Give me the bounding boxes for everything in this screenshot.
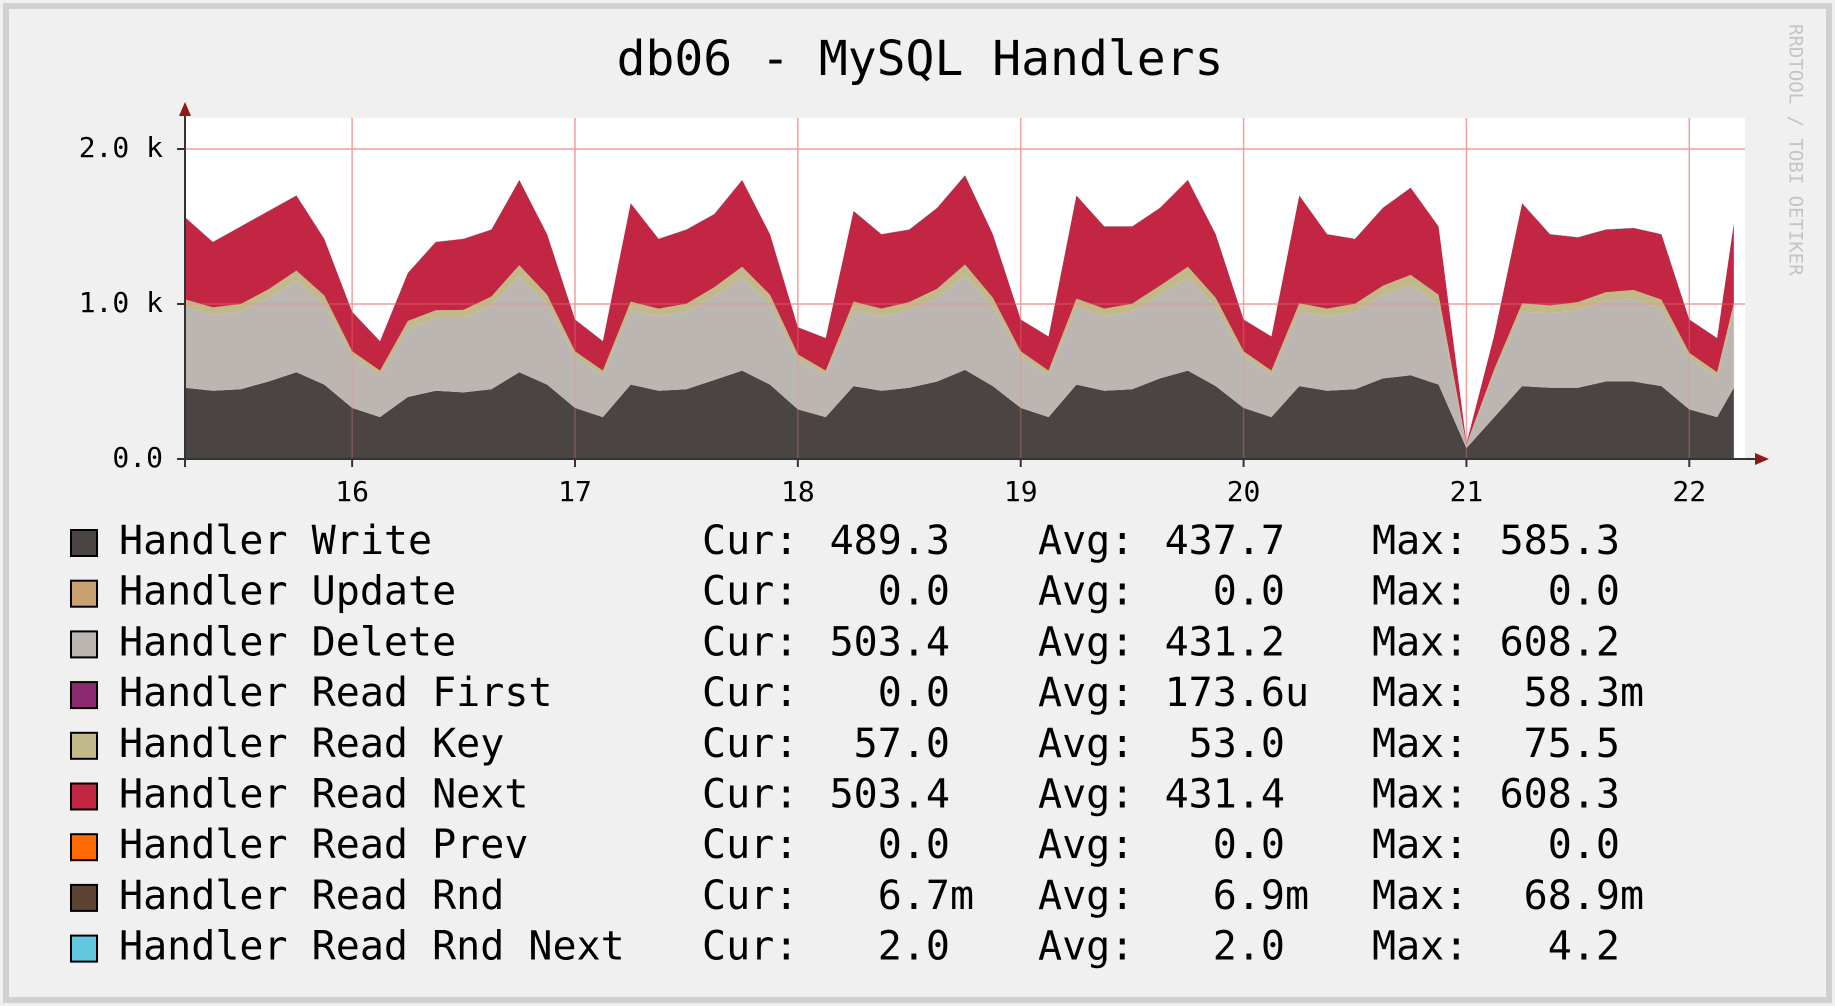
- legend-stat-name: Avg:: [1038, 873, 1134, 919]
- legend-stat-name: Cur:: [702, 822, 798, 868]
- legend-stat-name: Avg:: [1038, 924, 1134, 970]
- watermark: RRDTOOL / TOBI OETIKER: [1785, 24, 1807, 276]
- legend-stat-value: 503.4: [830, 619, 950, 665]
- legend-stat-value: 608.3: [1500, 772, 1620, 818]
- legend-swatch: [70, 529, 98, 557]
- x-tick-label: 21: [1450, 475, 1484, 508]
- y-tick-label: 0.0: [112, 441, 163, 474]
- legend-stat-value: 53.0: [1189, 721, 1285, 767]
- legend-stat-value: 0.0: [878, 569, 950, 615]
- legend-stat-name: Avg:: [1038, 619, 1134, 665]
- legend-swatch: [70, 630, 98, 659]
- legend-stat-value: 58.3m: [1524, 670, 1644, 716]
- legend-label: Handler Read Rnd Next: [119, 924, 625, 970]
- legend-stat-name: Cur:: [702, 619, 798, 665]
- x-tick-label: 20: [1227, 475, 1261, 508]
- legend-stat-value: 2.0: [878, 924, 950, 970]
- legend-label: Handler Read First: [119, 670, 552, 716]
- legend-stat-name: Max:: [1372, 518, 1468, 564]
- x-axis-arrow: [1755, 453, 1769, 465]
- legend-label: Handler Read Rnd: [119, 873, 504, 919]
- y-tick-label: 1.0 k: [79, 286, 163, 319]
- legend-stat-name: Max:: [1372, 873, 1468, 919]
- legend-stat-name: Cur:: [702, 518, 798, 564]
- x-tick-label: 16: [335, 475, 369, 508]
- legend-swatch: [70, 883, 98, 912]
- legend-stat-name: Avg:: [1038, 822, 1134, 868]
- x-tick-label: 17: [558, 475, 592, 508]
- legend-stat-value: 0.0: [878, 670, 950, 716]
- legend-stat-value: 57.0: [854, 721, 950, 767]
- legend-stat-value: 0.0: [1548, 569, 1620, 615]
- y-tick-label: 2.0 k: [79, 131, 163, 164]
- legend-stat-name: Cur:: [702, 924, 798, 970]
- legend-stat-name: Max:: [1372, 924, 1468, 970]
- legend-stat-name: Cur:: [702, 721, 798, 767]
- legend-stat-name: Cur:: [702, 569, 798, 615]
- legend-stat-value: 0.0: [1213, 569, 1285, 615]
- legend-stat-name: Max:: [1372, 569, 1468, 615]
- legend-stat-value: 489.3: [830, 518, 950, 564]
- legend-stat-name: Max:: [1372, 619, 1468, 665]
- legend-stat-value: 4.2: [1548, 924, 1620, 970]
- area: [185, 275, 1734, 449]
- area: [185, 175, 1734, 445]
- legend-swatch: [70, 782, 98, 811]
- legend-stat-name: Avg:: [1038, 772, 1134, 818]
- legend-stat-name: Cur:: [702, 873, 798, 919]
- legend-stat-value: 431.4: [1165, 772, 1285, 818]
- legend-stat-name: Cur:: [702, 772, 798, 818]
- legend-swatch: [70, 681, 98, 710]
- legend-label: Handler Write: [119, 518, 432, 564]
- legend-stat-value: 6.9m: [1213, 873, 1309, 919]
- legend-label: Handler Read Prev: [119, 822, 528, 868]
- legend-stat-name: Max:: [1372, 772, 1468, 818]
- legend-swatch: [70, 934, 98, 963]
- legend-stat-value: 6.7m: [878, 873, 974, 919]
- legend-stat-value: 2.0: [1213, 924, 1285, 970]
- area: [185, 264, 1734, 446]
- legend-label: Handler Read Key: [119, 721, 504, 767]
- legend-stat-name: Max:: [1372, 670, 1468, 716]
- legend-label: Handler Update: [119, 569, 456, 615]
- legend-stat-value: 75.5: [1524, 721, 1620, 767]
- legend-stat-name: Avg:: [1038, 721, 1134, 767]
- legend-stat-name: Cur:: [702, 670, 798, 716]
- legend-stat-value: 431.2: [1165, 619, 1285, 665]
- legend-stat-name: Avg:: [1038, 670, 1134, 716]
- legend-stat-value: 608.2: [1500, 619, 1620, 665]
- chart-title: db06 - MySQL Handlers: [617, 31, 1224, 87]
- legend-stat-value: 0.0: [1213, 822, 1285, 868]
- x-tick-label: 22: [1672, 475, 1706, 508]
- legend-swatch: [70, 579, 98, 608]
- legend-stat-name: Avg:: [1038, 518, 1134, 564]
- legend-label: Handler Delete: [119, 619, 456, 665]
- area: [185, 369, 1734, 459]
- legend-stat-name: Max:: [1372, 822, 1468, 868]
- legend-label: Handler Read Next: [119, 772, 528, 818]
- x-tick-label: 19: [1004, 475, 1038, 508]
- legend-stat-name: Avg:: [1038, 569, 1134, 615]
- legend-stat-value: 68.9m: [1524, 873, 1644, 919]
- legend-stat-name: Max:: [1372, 721, 1468, 767]
- legend-swatch: [70, 833, 98, 862]
- legend-stat-value: 0.0: [1548, 822, 1620, 868]
- legend-stat-value: 503.4: [830, 772, 950, 818]
- legend-stat-value: 173.6u: [1165, 670, 1310, 716]
- y-axis-arrow: [179, 102, 191, 116]
- legend-stat-value: 437.7: [1165, 518, 1285, 564]
- legend-stat-value: 585.3: [1500, 518, 1620, 564]
- legend-swatch: [70, 731, 98, 760]
- x-tick-label: 18: [781, 475, 815, 508]
- legend-stat-value: 0.0: [878, 822, 950, 868]
